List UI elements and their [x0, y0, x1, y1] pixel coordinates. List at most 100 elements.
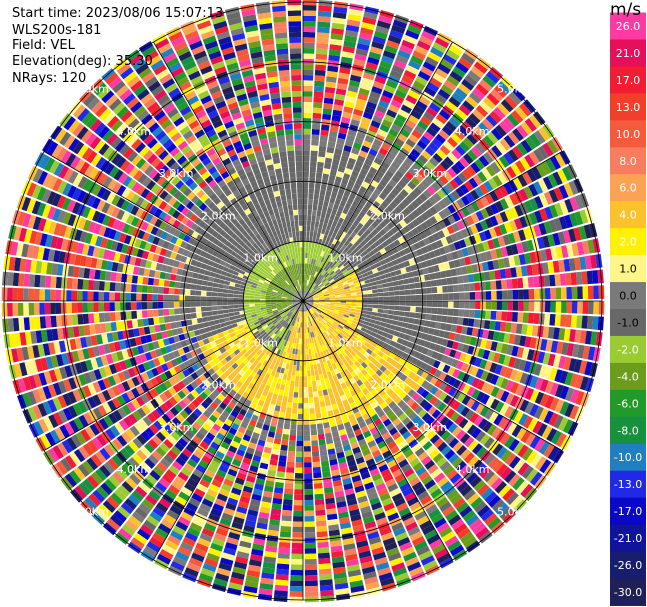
- velocity-gate: [446, 225, 455, 235]
- velocity-gate: [552, 260, 560, 273]
- velocity-gate: [238, 336, 245, 342]
- velocity-gate: [410, 357, 419, 365]
- velocity-gate: [305, 305, 308, 311]
- velocity-gate: [398, 426, 408, 436]
- velocity-gate: [324, 427, 331, 434]
- velocity-gate: [59, 424, 70, 439]
- velocity-gate: [261, 311, 268, 315]
- velocity-gate: [95, 334, 103, 345]
- velocity-gate: [293, 392, 299, 398]
- velocity-gate: [213, 578, 228, 587]
- velocity-gate: [66, 437, 78, 451]
- velocity-gate: [365, 486, 377, 496]
- velocity-gate: [306, 293, 311, 298]
- velocity-gate: [279, 311, 285, 316]
- velocity-gate: [304, 478, 313, 484]
- velocity-gate: [410, 401, 419, 411]
- velocity-gate: [174, 427, 185, 437]
- velocity-gate: [389, 413, 398, 423]
- velocity-gate: [338, 242, 344, 249]
- velocity-gate: [105, 322, 112, 333]
- velocity-gate: [372, 328, 379, 334]
- velocity-gate: [329, 249, 335, 256]
- velocity-gate: [512, 301, 519, 311]
- velocity-gate: [337, 366, 344, 373]
- velocity-gate: [446, 252, 454, 261]
- velocity-gate: [559, 200, 569, 215]
- velocity-gate: [389, 201, 398, 209]
- velocity-gate: [70, 434, 82, 448]
- velocity-gate: [544, 288, 551, 300]
- velocity-gate: [334, 319, 341, 325]
- velocity-gate: [503, 135, 516, 148]
- velocity-gate: [512, 477, 525, 491]
- velocity-gate: [439, 526, 453, 538]
- velocity-gate: [399, 147, 410, 157]
- velocity-gate: [178, 423, 188, 433]
- velocity-gate: [327, 513, 338, 521]
- velocity-gate: [397, 316, 404, 322]
- velocity-gate: [176, 327, 184, 335]
- velocity-gate: [561, 245, 569, 258]
- velocity-gate: [364, 358, 371, 366]
- velocity-gate: [144, 458, 156, 469]
- velocity-gate: [247, 382, 255, 390]
- velocity-gate: [440, 445, 452, 456]
- velocity-gate: [329, 255, 335, 262]
- velocity-gate: [397, 236, 406, 244]
- velocity-gate: [403, 69, 417, 80]
- velocity-gate: [421, 179, 431, 189]
- velocity-gate: [388, 329, 396, 336]
- velocity-gate: [337, 283, 344, 288]
- velocity-gate: [348, 8, 363, 17]
- velocity-gate: [339, 522, 352, 530]
- velocity-gate: [372, 308, 378, 313]
- velocity-gate: [528, 312, 535, 324]
- velocity-gate: [530, 471, 543, 486]
- velocity-gate: [208, 393, 217, 401]
- velocity-gate: [299, 365, 303, 371]
- velocity-gate: [331, 164, 339, 171]
- velocity-gate: [447, 204, 457, 214]
- velocity-gate: [336, 171, 344, 178]
- velocity-gate: [436, 308, 443, 315]
- velocity-gate: [259, 583, 274, 590]
- velocity-gate: [191, 492, 203, 503]
- velocity-gate: [443, 141, 455, 152]
- velocity-gate: [380, 95, 392, 104]
- velocity-gate: [404, 311, 411, 318]
- velocity-gate: [330, 398, 337, 405]
- velocity-gate: [326, 146, 335, 154]
- velocity-gate: [208, 547, 222, 557]
- velocity-gate: [303, 306, 305, 312]
- velocity-gate: [329, 278, 335, 284]
- velocity-gate: [308, 301, 314, 303]
- velocity-gate: [413, 318, 420, 325]
- velocity-gate: [415, 294, 422, 301]
- velocity-gate: [289, 591, 303, 597]
- velocity-gate: [148, 454, 159, 465]
- velocity-gate: [57, 442, 69, 457]
- velocity-gate: [287, 312, 293, 317]
- velocity-gate: [391, 174, 401, 184]
- velocity-gate: [404, 157, 414, 167]
- velocity-gate: [382, 537, 396, 547]
- velocity-gate: [503, 333, 511, 344]
- velocity-gate: [186, 375, 195, 384]
- velocity-gate: [308, 302, 314, 305]
- velocity-gate: [555, 432, 567, 448]
- velocity-gate: [326, 443, 335, 450]
- velocity-gate: [235, 373, 242, 381]
- velocity-gate: [335, 588, 350, 596]
- velocity-gate: [388, 266, 395, 273]
- velocity-gate: [316, 329, 321, 336]
- velocity-gate: [409, 477, 421, 487]
- velocity-gate: [290, 569, 303, 576]
- velocity-gate: [353, 279, 360, 284]
- velocity-gate: [428, 357, 436, 367]
- velocity-gate: [129, 338, 137, 347]
- velocity-gate: [415, 359, 423, 368]
- velocity-gate: [310, 343, 314, 349]
- velocity-gate: [546, 139, 559, 154]
- velocity-gate: [451, 341, 459, 350]
